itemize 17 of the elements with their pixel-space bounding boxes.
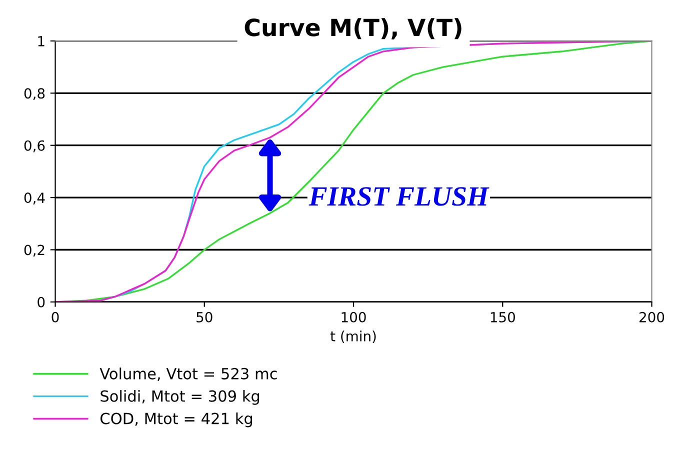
legend-label: Solidi, Mtot = 309 kg xyxy=(100,390,260,405)
legend-label: Volume, Vtot = 523 mc xyxy=(100,368,277,381)
x-axis-title: t (min) xyxy=(330,330,376,344)
chart-title: Curve M(T), V(T) xyxy=(244,18,462,40)
y-tick-label: 0,6 xyxy=(24,140,45,152)
legend-label: COD, Mtot = 421 kg xyxy=(100,412,252,428)
x-tick-label: 0 xyxy=(52,312,59,322)
x-tick-label: 200 xyxy=(640,312,664,322)
x-tick-label: 100 xyxy=(342,312,366,322)
y-tick-label: 0 xyxy=(38,296,45,308)
annotation: FIRST FLUSH xyxy=(308,187,490,206)
y-tick-label: 0,2 xyxy=(24,244,44,257)
y-tick-label: 1 xyxy=(38,36,44,46)
y-tick-label: 0,4 xyxy=(24,192,45,204)
y-tick-label: 0,8 xyxy=(24,88,45,100)
x-tick-label: 150 xyxy=(490,312,515,322)
x-tick-label: 50 xyxy=(196,312,212,322)
